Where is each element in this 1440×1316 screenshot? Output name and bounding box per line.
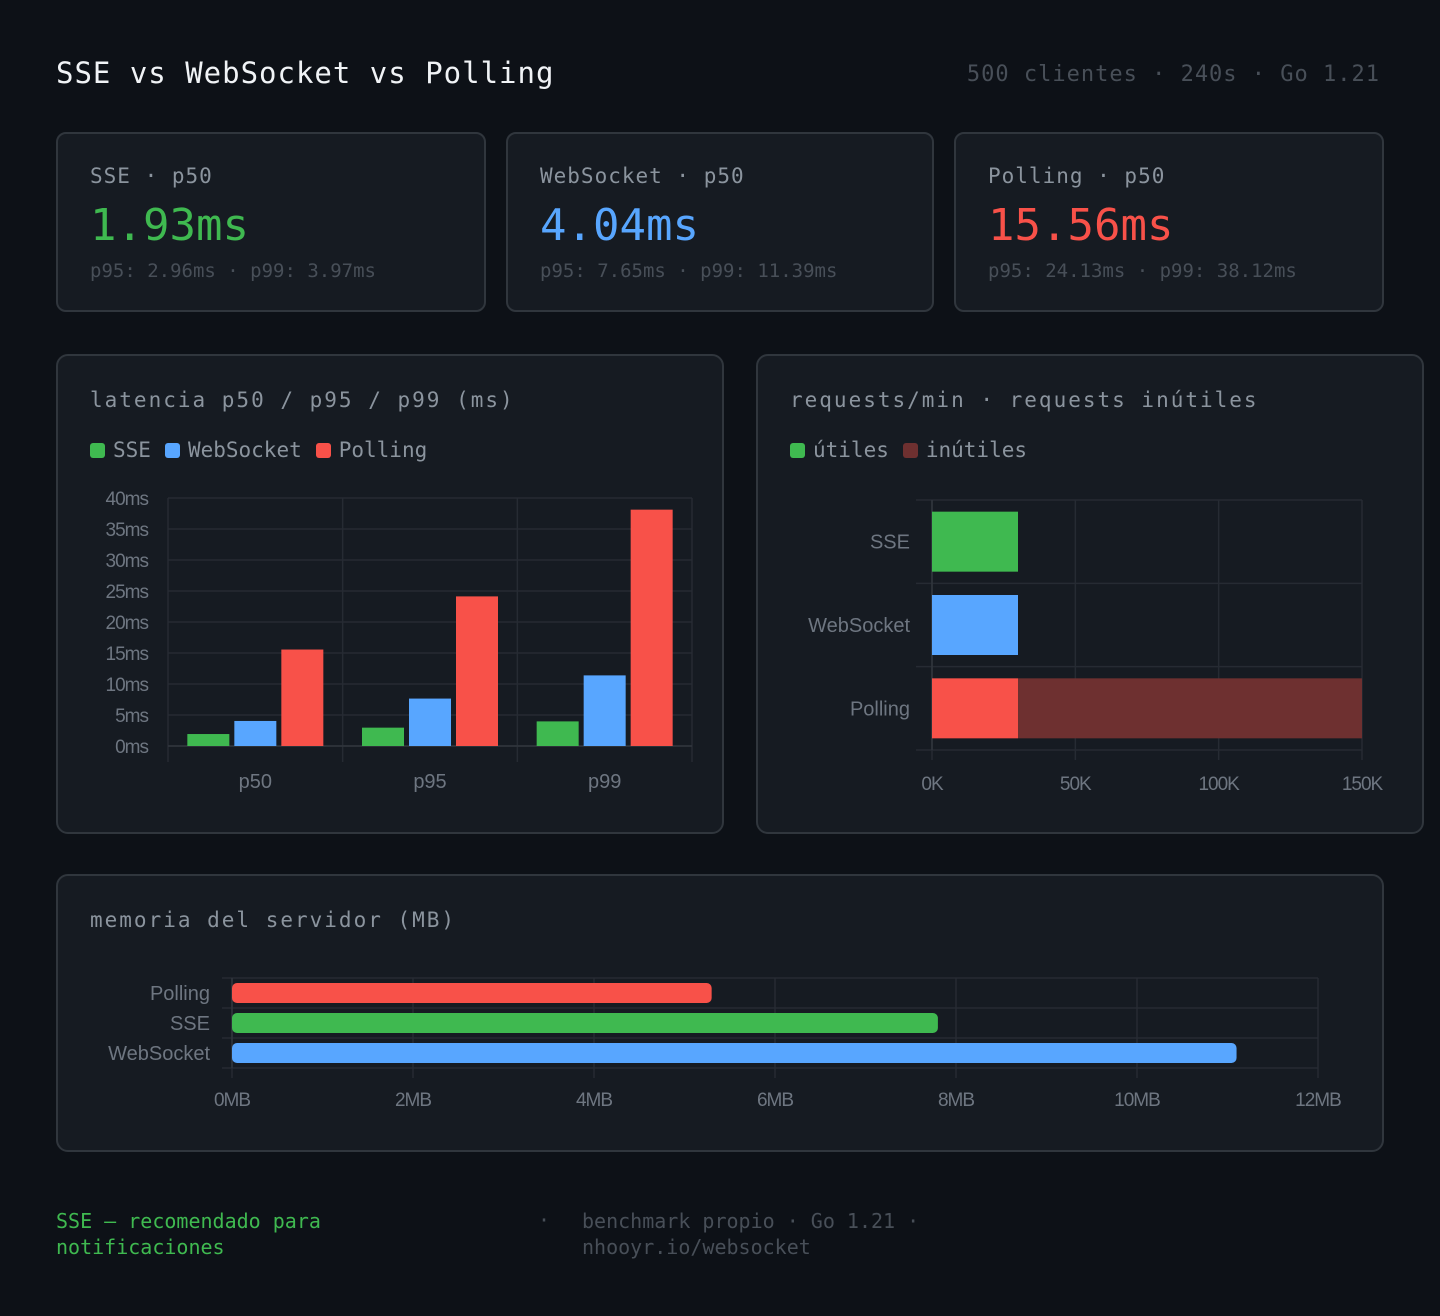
legend-item-inutiles[interactable]: inútiles — [902, 438, 1028, 462]
stat-sub: p95: 2.96ms · p99: 3.97ms — [90, 260, 376, 282]
legend-swatch — [164, 442, 180, 458]
bar-websocket — [232, 1043, 1237, 1063]
latency-chart-title: latencia p50 / p95 / p99 (ms) — [90, 388, 515, 412]
x-tick-label: 2MB — [395, 1090, 431, 1111]
footer-separator: · — [538, 1208, 551, 1232]
memory-chart: 0MB 2MB 4MB 6MB 8MB 10MB 12MB Polling SSE WebSock… — [108, 977, 1342, 1111]
stat-label: WebSocket · p50 — [540, 164, 745, 188]
footer-source: benchmark propio · Go 1.21 · nhooyr.io/w… — [582, 1209, 920, 1259]
requests-panel: requests/min · requests inútiles útiles … — [756, 354, 1424, 834]
requests-legend: útiles inútiles — [790, 438, 1027, 462]
bar-sse-p99 — [536, 721, 579, 746]
stat-value: 15.56ms — [988, 200, 1174, 251]
latency-legend: SSE WebSocket Polling — [90, 438, 427, 462]
stat-card-sse: SSE · p50 1.93ms p95: 2.96ms · p99: 3.97… — [56, 132, 486, 312]
x-tick-label: 100K — [1198, 774, 1240, 795]
bar-polling-inutiles — [1018, 678, 1362, 739]
legend-label: inútiles — [925, 438, 1028, 462]
y-tick-label: 5ms — [115, 706, 148, 727]
y-tick-label: Polling — [850, 698, 910, 720]
stat-value: 4.04ms — [540, 200, 699, 251]
legend-item-polling[interactable]: Polling — [315, 438, 428, 462]
y-tick-label: 35ms — [106, 520, 149, 541]
bar-sse-utiles — [932, 511, 1018, 572]
legend-item-sse[interactable]: SSE — [90, 438, 151, 462]
legend-swatch — [790, 442, 805, 458]
footer-recommendation: SSE — recomendado para notificaciones — [56, 1209, 321, 1259]
legend-label: WebSocket — [187, 438, 302, 462]
stat-value: 1.93ms — [90, 200, 249, 251]
y-tick-label: 15ms — [106, 644, 149, 665]
page-title: SSE vs WebSocket vs Polling — [56, 56, 555, 90]
x-tick-label: 10MB — [1114, 1090, 1160, 1111]
x-tick-label: 4MB — [576, 1090, 612, 1111]
requests-chart: 0K 50K 100K 150K SSE WebSocket Polling — [808, 499, 1385, 795]
y-tick-label: 20ms — [106, 613, 149, 634]
y-tick-label: Polling — [150, 983, 210, 1005]
stat-sub: p95: 7.65ms · p99: 11.39ms — [540, 260, 838, 282]
legend-label: Polling — [338, 438, 428, 462]
legend-item-utiles[interactable]: útiles — [790, 438, 889, 462]
x-tick-label: 6MB — [757, 1090, 793, 1111]
bar-websocket-p50 — [234, 720, 277, 746]
y-tick-label: WebSocket — [108, 1043, 210, 1065]
x-tick-label: 0MB — [214, 1090, 250, 1111]
latency-panel: latencia p50 / p95 / p99 (ms) SSE WebSoc… — [56, 354, 724, 834]
bar-polling-p99 — [630, 509, 673, 746]
bar-polling-utiles — [932, 678, 1018, 739]
stat-label: SSE · p50 — [90, 164, 213, 188]
x-tick-label: 50K — [1060, 774, 1092, 795]
x-tick-label: p95 — [413, 771, 446, 793]
x-tick-label: p99 — [588, 771, 621, 793]
bar-websocket-p95 — [409, 698, 451, 746]
bar-websocket-utiles — [932, 595, 1018, 655]
y-tick-label: SSE — [870, 532, 910, 554]
stat-card-websocket: WebSocket · p50 4.04ms p95: 7.65ms · p99… — [506, 132, 934, 312]
x-tick-label: 12MB — [1295, 1090, 1341, 1111]
x-tick-label: p50 — [239, 771, 272, 793]
y-tick-label: SSE — [170, 1013, 210, 1035]
bar-sse — [232, 1013, 938, 1033]
stat-sub: p95: 24.13ms · p99: 38.12ms — [988, 260, 1297, 282]
bar-polling-p50 — [281, 649, 324, 746]
legend-swatch — [90, 442, 105, 458]
x-tick-label: 150K — [1342, 774, 1384, 795]
x-tick-label: 0K — [921, 774, 944, 795]
stat-card-polling: Polling · p50 15.56ms p95: 24.13ms · p99… — [954, 132, 1384, 312]
bar-polling-p95 — [456, 596, 498, 746]
y-tick-label: 25ms — [106, 582, 149, 603]
y-tick-label: 40ms — [106, 489, 149, 510]
latency-chart: 0ms 5ms 10ms 15ms 20ms 25ms 30ms 35ms 40ms p50 p95… — [106, 489, 693, 793]
bar-sse-p95 — [362, 727, 404, 746]
bar-websocket-p99 — [583, 675, 626, 746]
legend-label: SSE — [113, 438, 151, 462]
x-tick-label: 8MB — [938, 1090, 974, 1111]
legend-swatch — [902, 442, 918, 458]
y-tick-label: 10ms — [106, 675, 149, 696]
legend-item-websocket[interactable]: WebSocket — [164, 438, 302, 462]
requests-chart-title: requests/min · requests inútiles — [790, 388, 1259, 412]
run-meta: 500 clientes · 240s · Go 1.21 — [966, 62, 1380, 87]
bar-sse-p50 — [187, 734, 230, 746]
legend-label: útiles — [813, 438, 889, 462]
bar-polling — [232, 983, 712, 1003]
y-tick-label: 30ms — [106, 551, 149, 572]
memory-chart-title: memoria del servidor (MB) — [90, 908, 457, 932]
y-tick-label: WebSocket — [808, 615, 910, 637]
legend-swatch — [315, 442, 331, 458]
memory-panel: memoria del servidor (MB) 0MB 2MB 4MB 6MB 8M… — [56, 874, 1384, 1152]
stat-label: Polling · p50 — [988, 164, 1166, 188]
y-tick-label: 0ms — [115, 737, 148, 758]
